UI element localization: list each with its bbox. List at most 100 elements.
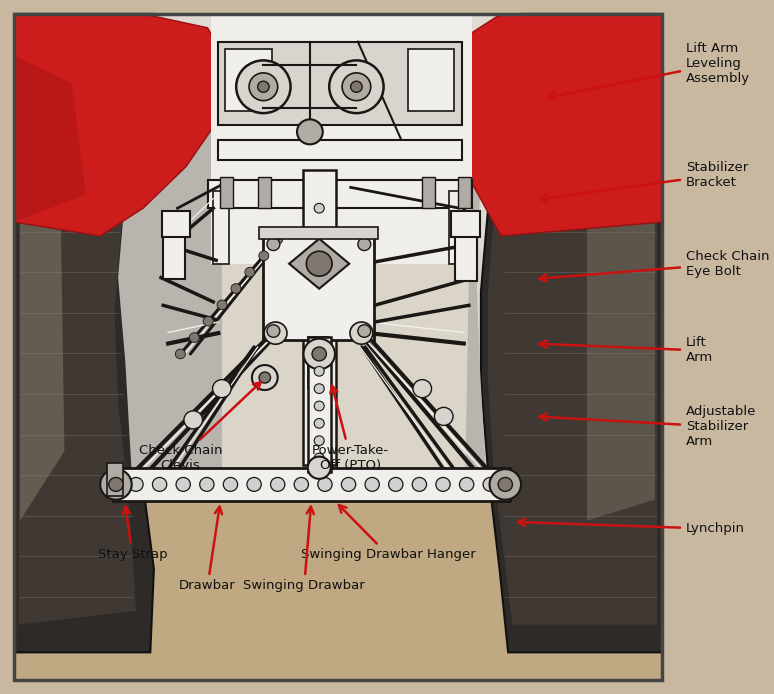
- Circle shape: [176, 477, 190, 491]
- Polygon shape: [488, 42, 657, 625]
- Polygon shape: [211, 14, 472, 264]
- Bar: [458, 177, 471, 208]
- Text: Swinging Drawbar Hanger: Swinging Drawbar Hanger: [300, 505, 475, 561]
- Circle shape: [314, 453, 324, 463]
- Bar: [225, 49, 272, 111]
- Bar: [308, 337, 329, 389]
- Circle shape: [272, 235, 283, 244]
- Bar: [259, 227, 378, 239]
- Text: Drawbar: Drawbar: [179, 507, 236, 593]
- Circle shape: [259, 251, 269, 261]
- Circle shape: [308, 457, 330, 479]
- Circle shape: [434, 407, 453, 425]
- Circle shape: [314, 384, 324, 393]
- Bar: [113, 468, 510, 501]
- Circle shape: [358, 325, 371, 337]
- Circle shape: [267, 238, 280, 251]
- Bar: [303, 170, 336, 465]
- Circle shape: [247, 477, 262, 491]
- Circle shape: [245, 267, 255, 277]
- Circle shape: [342, 73, 371, 101]
- Circle shape: [341, 477, 356, 491]
- Circle shape: [314, 401, 324, 411]
- Polygon shape: [587, 194, 655, 520]
- Bar: [108, 463, 123, 496]
- Circle shape: [413, 477, 426, 491]
- Circle shape: [314, 366, 324, 376]
- Polygon shape: [20, 194, 64, 520]
- Bar: [450, 191, 465, 264]
- Bar: [221, 177, 233, 208]
- Text: Check Chain
Eye Bolt: Check Chain Eye Bolt: [539, 250, 769, 282]
- Circle shape: [314, 203, 324, 213]
- Bar: [263, 236, 375, 340]
- Circle shape: [365, 477, 379, 491]
- Circle shape: [314, 425, 324, 435]
- Polygon shape: [19, 35, 136, 625]
- Text: Swinging Drawbar: Swinging Drawbar: [243, 507, 365, 593]
- Circle shape: [217, 300, 227, 310]
- Circle shape: [297, 119, 323, 144]
- Circle shape: [307, 251, 332, 276]
- Circle shape: [314, 292, 324, 302]
- Circle shape: [258, 81, 269, 92]
- Circle shape: [314, 436, 324, 446]
- Polygon shape: [14, 56, 86, 222]
- Circle shape: [314, 381, 324, 391]
- Bar: [214, 191, 229, 264]
- Text: Check Chain
Clevis: Check Chain Clevis: [139, 382, 261, 472]
- Circle shape: [267, 325, 280, 337]
- Circle shape: [203, 316, 213, 326]
- Text: Lynchpin: Lynchpin: [518, 518, 745, 535]
- Circle shape: [200, 477, 214, 491]
- Circle shape: [351, 81, 362, 92]
- Circle shape: [223, 477, 238, 491]
- Circle shape: [271, 477, 285, 491]
- Text: Stay Strap: Stay Strap: [98, 507, 167, 561]
- Circle shape: [294, 477, 309, 491]
- Circle shape: [489, 469, 521, 500]
- Circle shape: [231, 284, 241, 294]
- Circle shape: [213, 380, 231, 398]
- Circle shape: [249, 73, 278, 101]
- Bar: [408, 49, 454, 111]
- Circle shape: [152, 477, 166, 491]
- Circle shape: [314, 337, 324, 346]
- Circle shape: [314, 248, 324, 257]
- Circle shape: [259, 372, 271, 383]
- Polygon shape: [465, 69, 501, 486]
- Bar: [157, 250, 509, 472]
- Circle shape: [303, 339, 335, 369]
- Polygon shape: [14, 14, 161, 652]
- Circle shape: [190, 332, 199, 342]
- Bar: [455, 226, 477, 281]
- Circle shape: [350, 322, 373, 344]
- Text: Stabilizer
Bracket: Stabilizer Bracket: [539, 161, 748, 202]
- Circle shape: [252, 365, 278, 390]
- Text: Adjustable
Stabilizer
Arm: Adjustable Stabilizer Arm: [539, 405, 756, 448]
- Bar: [451, 211, 480, 237]
- Circle shape: [184, 411, 203, 429]
- Circle shape: [176, 349, 185, 359]
- Circle shape: [312, 347, 327, 361]
- Polygon shape: [118, 69, 222, 486]
- Bar: [423, 177, 435, 208]
- Polygon shape: [437, 14, 662, 236]
- Text: Power-Take-
Off (PTO): Power-Take- Off (PTO): [312, 386, 389, 472]
- Circle shape: [100, 469, 132, 500]
- Bar: [258, 177, 271, 208]
- Polygon shape: [289, 239, 349, 289]
- Bar: [218, 140, 461, 160]
- Circle shape: [329, 60, 384, 113]
- Bar: [14, 465, 662, 680]
- Polygon shape: [481, 14, 662, 652]
- Bar: [162, 211, 190, 237]
- Circle shape: [436, 477, 450, 491]
- Bar: [218, 42, 461, 125]
- Polygon shape: [14, 14, 233, 236]
- Text: Lift Arm
Leveling
Assembly: Lift Arm Leveling Assembly: [548, 42, 750, 100]
- Circle shape: [264, 322, 287, 344]
- Polygon shape: [143, 14, 522, 472]
- Circle shape: [413, 380, 432, 398]
- Circle shape: [128, 477, 143, 491]
